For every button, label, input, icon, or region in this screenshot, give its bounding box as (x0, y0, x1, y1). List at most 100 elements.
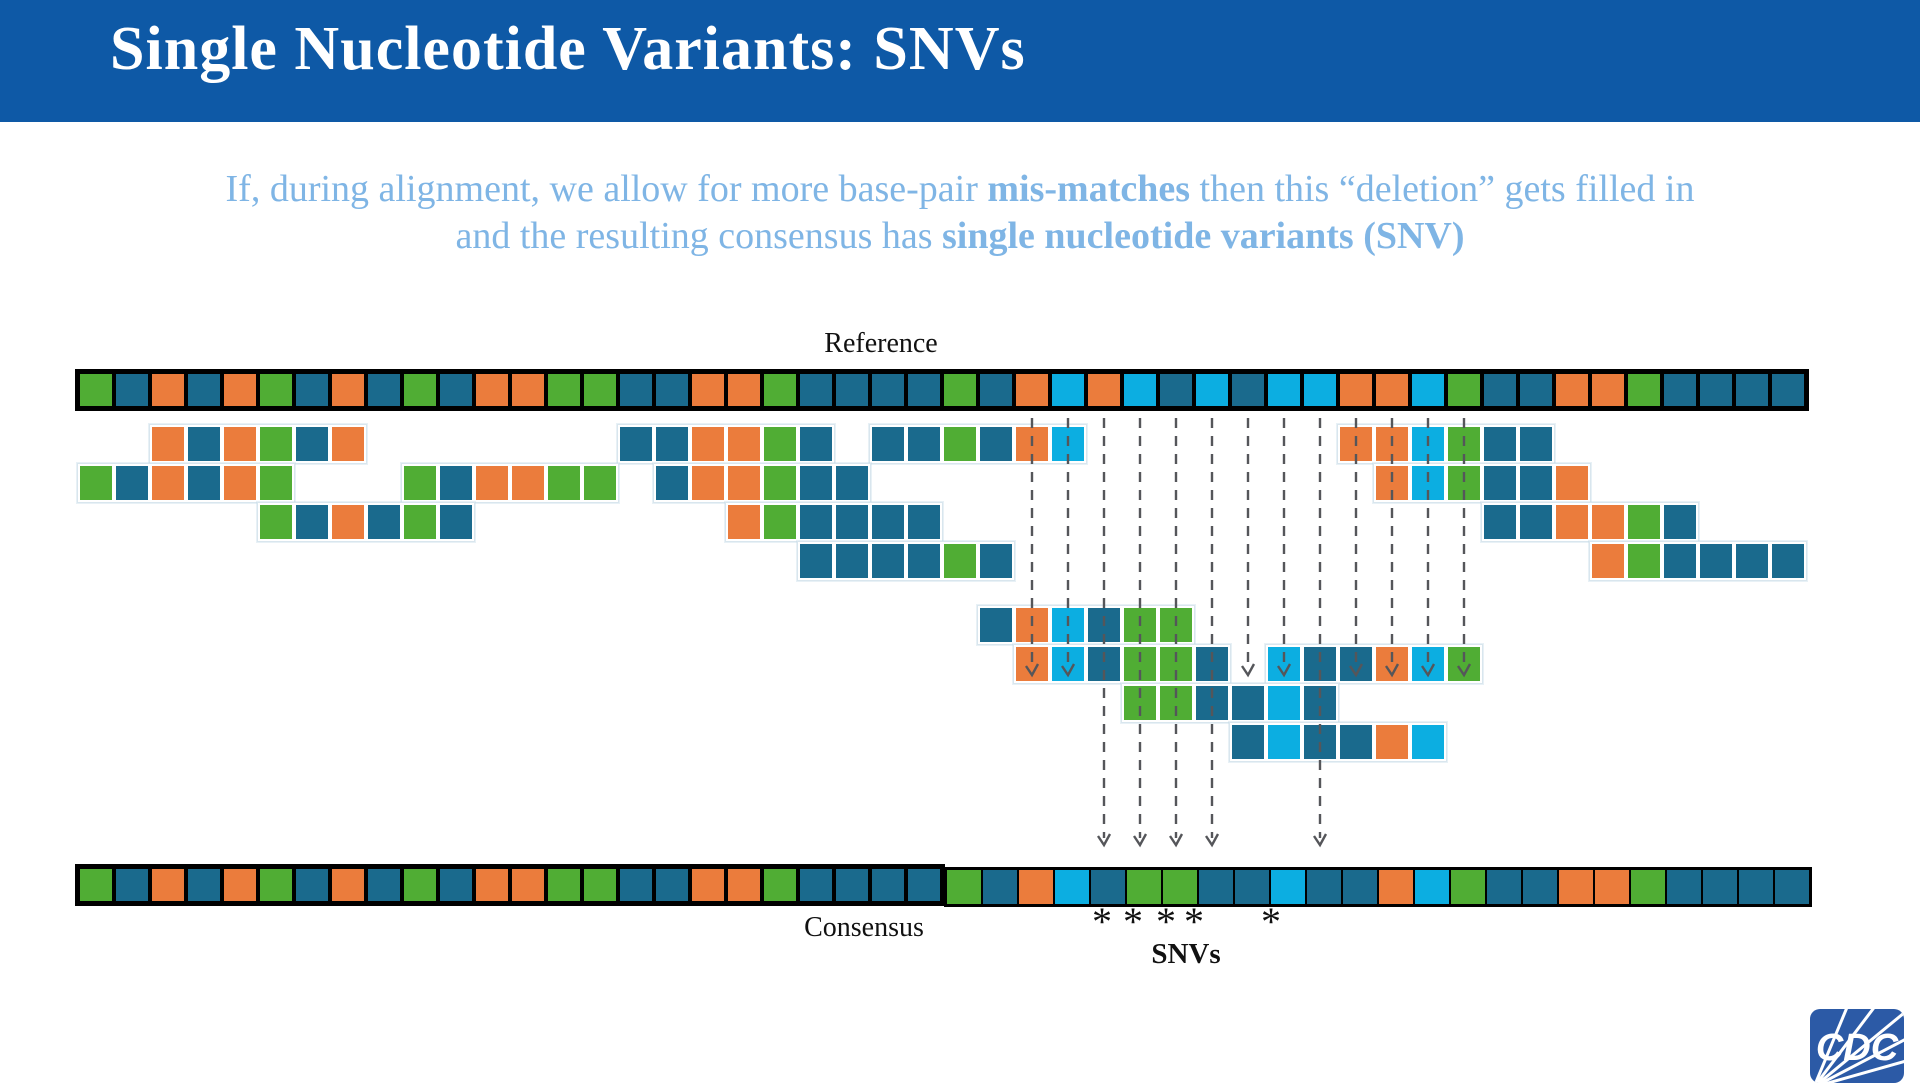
read-cell (1050, 645, 1086, 683)
cdc-logo-text: CDC (1816, 1027, 1899, 1069)
consensus-cell (690, 867, 726, 903)
consensus-cell (834, 867, 870, 903)
read-cell (1662, 542, 1698, 580)
read-H-33 (1229, 722, 1447, 762)
read-cell (258, 464, 294, 502)
arrowhead-icon (1241, 663, 1256, 678)
consensus-cell (1198, 869, 1234, 905)
reference-cell (258, 372, 294, 408)
read-cell (438, 503, 474, 541)
read-cell (474, 464, 510, 502)
consensus-cell (366, 867, 402, 903)
consensus-bar-right (944, 867, 1812, 907)
read-cell (1302, 645, 1338, 683)
consensus-cell (1594, 869, 1630, 905)
read-cell (1050, 606, 1086, 644)
consensus-cell (1306, 869, 1342, 905)
snvs-label: SNVs (1151, 938, 1221, 970)
reference-cell (1374, 372, 1410, 408)
consensus-cell (1018, 869, 1054, 905)
read-cell (762, 503, 798, 541)
consensus-cell (186, 867, 222, 903)
consensus-label: Consensus (804, 912, 924, 943)
read-cell (906, 503, 942, 541)
read-cell (402, 464, 438, 502)
reference-cell (726, 372, 762, 408)
read-cell (222, 425, 258, 463)
reference-cell (1230, 372, 1266, 408)
read-cell (114, 464, 150, 502)
consensus-cell (582, 867, 618, 903)
read-cell (1482, 464, 1518, 502)
reference-cell (762, 372, 798, 408)
read-cell (1446, 425, 1482, 463)
slide-title: Single Nucleotide Variants: SNVs (110, 15, 1026, 83)
reference-cell (1302, 372, 1338, 408)
consensus-cell (1414, 869, 1450, 905)
consensus-cell (1486, 869, 1522, 905)
read-cell (906, 542, 942, 580)
reference-cell (834, 372, 870, 408)
read-cell (1122, 645, 1158, 683)
consensus-cell (726, 867, 762, 903)
read-cell (258, 425, 294, 463)
reference-cell (222, 372, 258, 408)
read-cell (1698, 542, 1734, 580)
read-D-43 (1589, 541, 1807, 581)
read-cell (1554, 503, 1590, 541)
consensus-cell (654, 867, 690, 903)
reference-cell (114, 372, 150, 408)
read-cell (1338, 425, 1374, 463)
reference-cell (294, 372, 330, 408)
read-cell (1482, 425, 1518, 463)
read-cell (258, 503, 294, 541)
read-cell (690, 425, 726, 463)
read-cell (690, 464, 726, 502)
reference-cell (474, 372, 510, 408)
read-E-26 (977, 605, 1195, 645)
reference-cell (1482, 372, 1518, 408)
consensus-cell (762, 867, 798, 903)
reference-cell (906, 372, 942, 408)
read-cell (1230, 723, 1266, 761)
consensus-cell (258, 867, 294, 903)
consensus-cell (546, 867, 582, 903)
reference-cell (1554, 372, 1590, 408)
reference-cell (366, 372, 402, 408)
read-A-23 (869, 424, 1087, 464)
read-cell (1410, 645, 1446, 683)
read-cell (1050, 425, 1086, 463)
arrowhead-icon (1205, 833, 1220, 848)
read-cell (762, 425, 798, 463)
read-cell (1086, 606, 1122, 644)
read-cell (186, 425, 222, 463)
reference-cell (1590, 372, 1626, 408)
consensus-cell (78, 867, 114, 903)
read-cell (762, 464, 798, 502)
read-cell (978, 542, 1014, 580)
reference-cell (654, 372, 690, 408)
read-cell (1446, 645, 1482, 683)
read-cell (1410, 425, 1446, 463)
consensus-cell (1162, 869, 1198, 905)
consensus-cell (1090, 869, 1126, 905)
read-cell (294, 425, 330, 463)
read-B-17 (653, 463, 871, 503)
reference-cell (582, 372, 618, 408)
reference-cell (798, 372, 834, 408)
read-cell (1014, 606, 1050, 644)
read-cell (1662, 503, 1698, 541)
read-A-16 (617, 424, 835, 464)
reference-cell (78, 372, 114, 408)
read-F-34 (1265, 644, 1483, 684)
read-F-27 (1013, 644, 1231, 684)
reference-cell (1662, 372, 1698, 408)
read-cell (510, 464, 546, 502)
consensus-cell (870, 867, 906, 903)
reference-cell (186, 372, 222, 408)
reference-cell (1266, 372, 1302, 408)
read-cell (1266, 645, 1302, 683)
reference-cell (1518, 372, 1554, 408)
reference-cell (402, 372, 438, 408)
read-cell (222, 464, 258, 502)
